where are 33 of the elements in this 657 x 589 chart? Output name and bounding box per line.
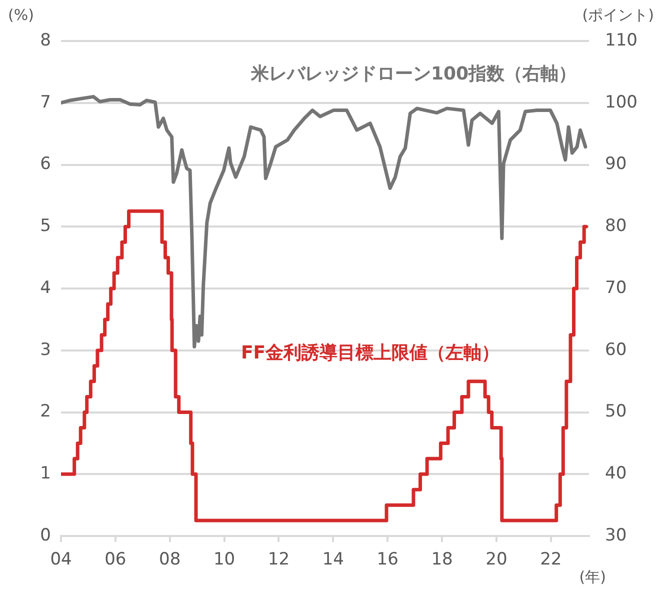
y2-tick-label: 90 [605, 154, 627, 174]
x-axis-title: (年) [579, 568, 606, 586]
series-label: 米レバレッジドローン100指数（右軸） [250, 64, 577, 85]
x-tick-label: 10 [213, 550, 236, 570]
y2-tick-label: 100 [605, 92, 638, 112]
y2-tick-label: 70 [605, 278, 627, 298]
y2-axis-title: (ポイント) [582, 6, 654, 24]
series-label: FF金利誘導目標上限値（左軸） [241, 342, 500, 364]
x-tick-label: 22 [540, 550, 562, 570]
x-tick-label: 18 [431, 550, 453, 570]
y2-tick-label: 50 [605, 402, 627, 422]
x-tick-label: 20 [486, 550, 508, 570]
y-axis-title: (%) [8, 6, 34, 24]
x-tick-label: 16 [376, 550, 398, 570]
x-tick-label: 06 [104, 550, 126, 570]
y2-tick-label: 80 [605, 216, 627, 236]
y-tick-label: 2 [40, 402, 51, 422]
y-tick-label: 4 [40, 278, 51, 298]
y2-tick-label: 110 [605, 30, 638, 50]
y-tick-label: 1 [40, 464, 51, 484]
x-tick-label: 12 [268, 550, 290, 570]
x-tick-label: 14 [322, 550, 344, 570]
x-tick-label: 04 [50, 550, 72, 570]
y-tick-label: 6 [40, 154, 51, 174]
y-tick-label: 7 [40, 92, 51, 112]
y-tick-label: 5 [40, 216, 51, 236]
y-tick-label: 8 [40, 30, 51, 50]
y-tick-label: 3 [40, 340, 51, 360]
y2-tick-label: 30 [605, 525, 627, 546]
y2-tick-label: 60 [605, 340, 627, 360]
x-tick-label: 08 [159, 550, 181, 570]
y-tick-label: 0 [40, 525, 51, 546]
y2-tick-label: 40 [605, 464, 627, 484]
